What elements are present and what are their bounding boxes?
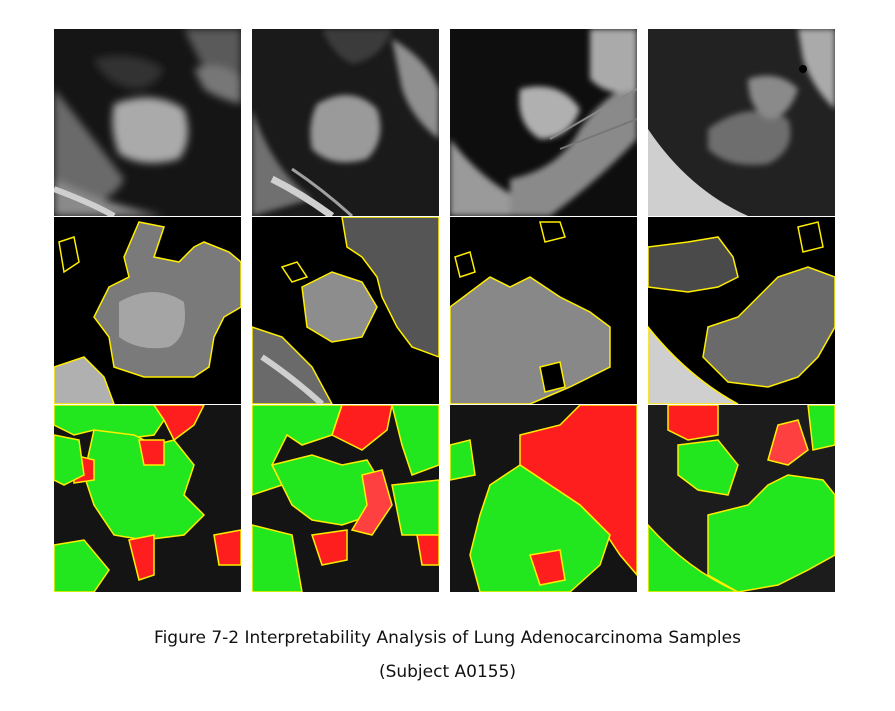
image-grid	[54, 29, 835, 592]
ct-panel-2	[252, 29, 439, 216]
ct-panel-3	[450, 29, 637, 216]
overlay-panel-1	[54, 405, 241, 592]
segmentation-panel-1	[54, 217, 241, 404]
overlay-panel-2	[252, 405, 439, 592]
overlay-panel-3	[450, 405, 637, 592]
segmentation-panel-3	[450, 217, 637, 404]
segmentation-panel-4	[648, 217, 835, 404]
figure-caption-title: Figure 7-2 Interpretability Analysis of …	[154, 628, 741, 648]
ct-panel-1	[54, 29, 241, 216]
overlay-panel-4	[648, 405, 835, 592]
figure-caption-subject: (Subject A0155)	[378, 662, 517, 682]
segmentation-panel-2	[252, 217, 439, 404]
ct-panel-4	[648, 29, 835, 216]
